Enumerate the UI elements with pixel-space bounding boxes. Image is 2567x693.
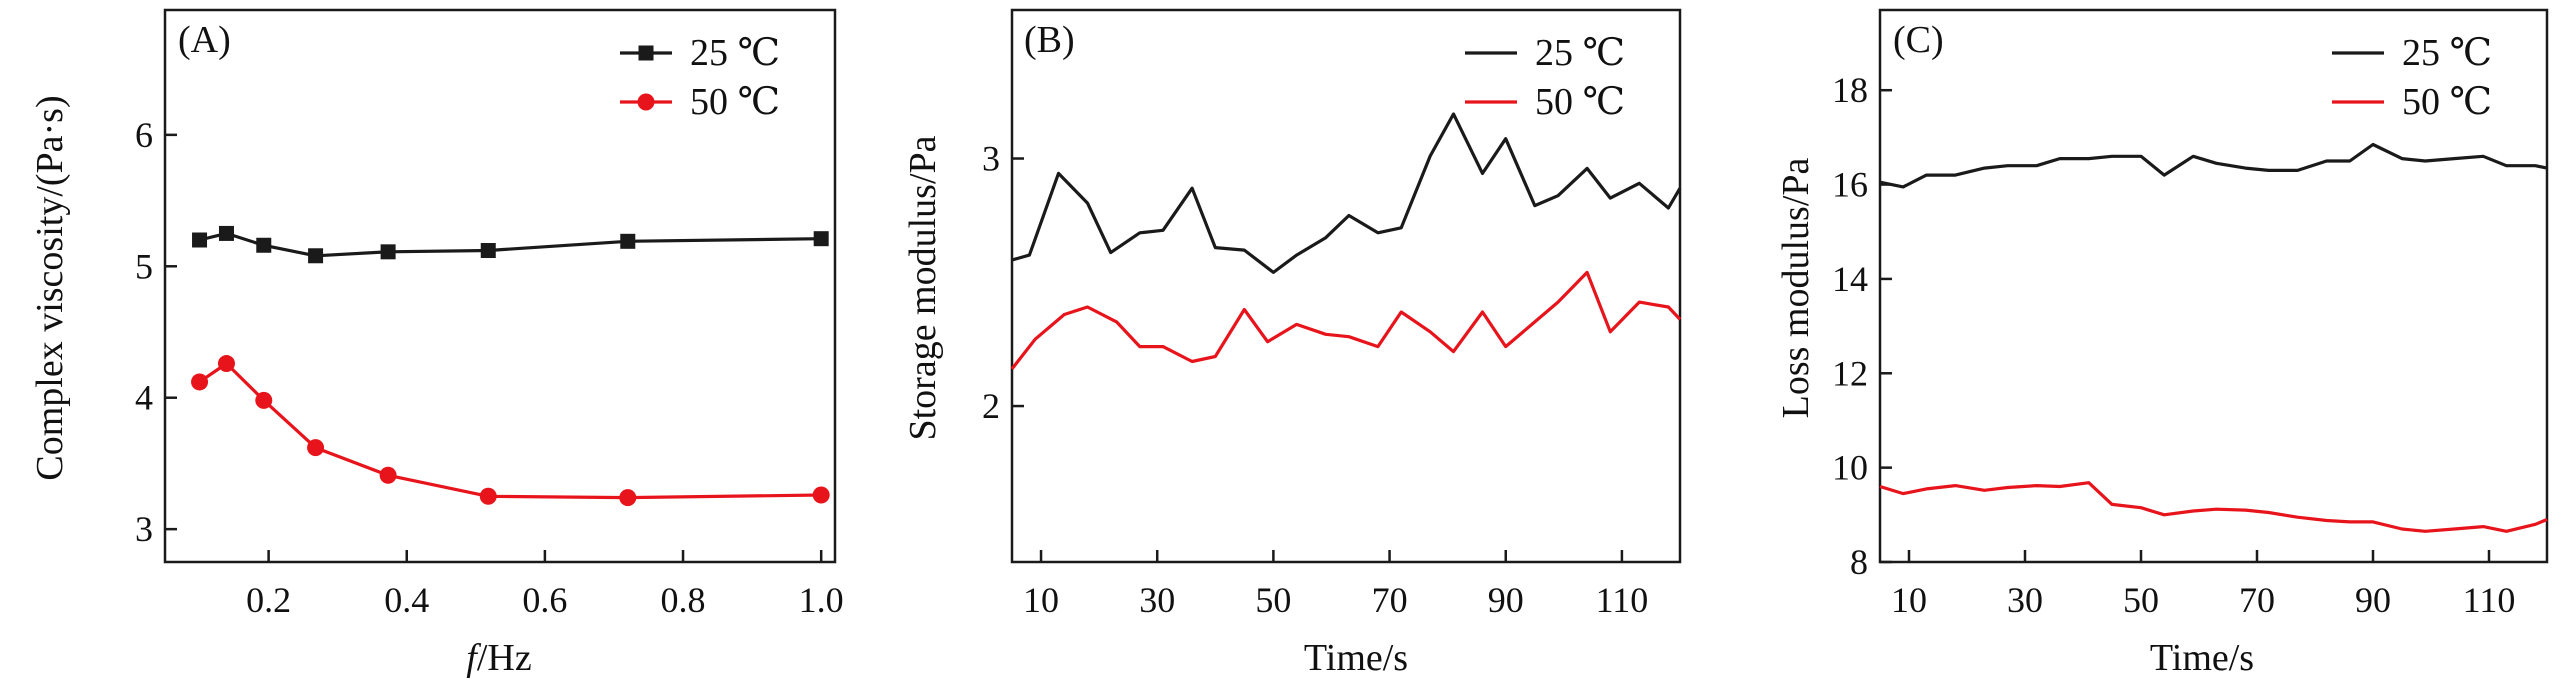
panel-c-ytick-label: 16 xyxy=(1832,165,1868,205)
panel-b-xtick-label: 90 xyxy=(1488,580,1524,620)
panel-c-series-50c-legend-label: 50 ℃ xyxy=(2402,81,2492,123)
panel-a-series-50c-point xyxy=(191,373,209,391)
panel-a-series-50c-line xyxy=(198,361,822,500)
panel-a-series-25c-point xyxy=(480,243,496,259)
panel-b-label: (B) xyxy=(1024,19,1075,61)
panel-b-xtick-label: 110 xyxy=(1596,580,1649,620)
panel-a-series-50c-point xyxy=(307,439,325,457)
panel-b-xtick-label: 10 xyxy=(1023,580,1059,620)
panel-c-xtick-label: 30 xyxy=(2007,580,2043,620)
panel-a-xtick-label: 0.6 xyxy=(522,580,567,620)
panel-a-series-50c-point xyxy=(812,486,830,504)
panel-b-frame xyxy=(1010,8,1682,564)
panel-a-series-25c-point xyxy=(813,231,829,247)
panel-c-ytick-label: 14 xyxy=(1832,259,1868,299)
panel-a-series-25c-legend-marker xyxy=(638,45,654,61)
panel-b-ytick-label: 2 xyxy=(982,386,1000,426)
panel-c-series-25c-line xyxy=(1879,142,2548,189)
panel-c-xlabel: Time/s xyxy=(2150,637,2254,679)
panel-a-ytick-label: 5 xyxy=(135,246,153,286)
panel-b: Storage modulus/Pa Time/s (B) 10 30 50 70 90… xyxy=(902,8,1682,679)
panel-a-xtick-label: 0.2 xyxy=(246,580,291,620)
panel-b-series-50c-legend-label: 50 ℃ xyxy=(1535,81,1625,123)
panel-a-series-25c-point xyxy=(256,237,272,253)
panel-b-xlabel: Time/s xyxy=(1304,637,1408,679)
panel-a-xtick-label: 0.8 xyxy=(661,580,706,620)
panel-a-series-50c-point xyxy=(255,391,273,409)
panel-a-series-25c-point xyxy=(218,225,234,241)
panel-a-series-25c-point xyxy=(620,233,636,249)
panel-a-xtick-label: 0.4 xyxy=(384,580,429,620)
panel-a-series-50c-point xyxy=(217,355,235,373)
panel-c-ytick-label: 18 xyxy=(1832,70,1868,110)
panel-b-ytick-label: 3 xyxy=(982,139,1000,179)
panel-c-ytick-label: 10 xyxy=(1832,448,1868,488)
panel-a-series-50c-point xyxy=(619,489,637,507)
panel-c-xtick-label: 10 xyxy=(1891,580,1927,620)
panel-c-series-25c-legend-label: 25 ℃ xyxy=(2402,32,2492,74)
panel-a-label: (A) xyxy=(178,19,231,61)
panel-c-xtick-label: 90 xyxy=(2355,580,2391,620)
panel-a-ytick-label: 3 xyxy=(135,509,153,549)
panel-a-frame xyxy=(163,8,837,564)
panel-c-xtick-label: 50 xyxy=(2123,580,2159,620)
panel-b-xtick-label: 70 xyxy=(1372,580,1408,620)
panel-a-series-25c-legend-label: 25 ℃ xyxy=(690,32,780,74)
panel-a-xlabel-unit: /Hz xyxy=(477,637,532,679)
panel-c-ytick-label: 8 xyxy=(1850,542,1868,582)
panel-a-series-50c-legend-label: 50 ℃ xyxy=(690,81,780,123)
panel-b-xtick-label: 50 xyxy=(1255,580,1291,620)
panel-a-series-50c-point xyxy=(379,466,397,484)
panel-a-series-25c-point xyxy=(192,232,208,248)
panel-a-series-25c-point xyxy=(380,244,396,260)
panel-a-series-50c-point xyxy=(479,487,497,505)
panel-a-ylabel: Complex viscosity/(Pa·s) xyxy=(29,95,71,480)
panel-c-xtick-label: 110 xyxy=(2463,580,2516,620)
panel-b-xtick-label: 30 xyxy=(1139,580,1175,620)
panel-b-series-50c-line xyxy=(1010,270,1682,370)
panel-c-ytick-label: 12 xyxy=(1832,353,1868,393)
panel-c-ylabel: Loss modulus/Pa xyxy=(1775,157,1817,418)
panel-a: Complex viscosity/(Pa·s) f/Hz (A) 0.2 0.4… xyxy=(29,8,844,679)
panel-a-ytick-label: 6 xyxy=(135,115,153,155)
panel-c-frame xyxy=(1878,8,2549,564)
panel-c-label: (C) xyxy=(1893,19,1944,61)
panel-a-xlabel: f/Hz xyxy=(466,637,531,679)
panel-b-series-25c-legend-label: 25 ℃ xyxy=(1535,32,1625,74)
panel-a-series-25c-line xyxy=(199,231,822,258)
panel-b-ylabel: Storage modulus/Pa xyxy=(902,135,944,440)
panel-c-series-50c-line xyxy=(1879,481,2548,533)
panel-c-xtick-label: 70 xyxy=(2239,580,2275,620)
panel-c: Loss modulus/Pa Time/s (C) 10 30 50 70 90 110… xyxy=(1775,8,2549,679)
panel-a-series-25c-point xyxy=(308,248,324,264)
panel-a-ytick-label: 4 xyxy=(135,378,153,418)
panel-b-series-25c-line xyxy=(1011,112,1682,274)
panel-a-series-50c-legend-marker xyxy=(637,93,655,111)
panel-a-xtick-label: 1.0 xyxy=(799,580,844,620)
